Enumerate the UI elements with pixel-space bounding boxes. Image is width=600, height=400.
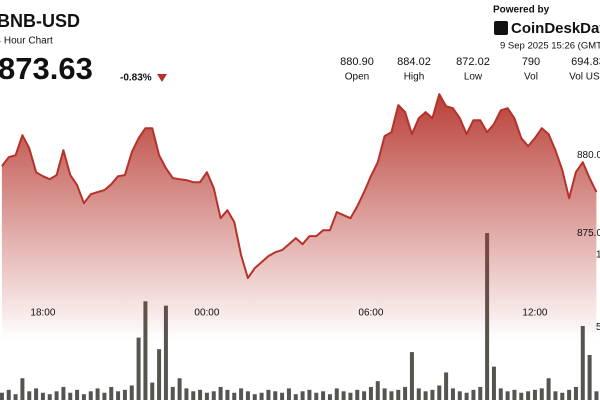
x-tick-label: 06:00 — [358, 308, 383, 319]
brand-icon — [494, 21, 508, 35]
title: BNB-USD — [0, 11, 80, 31]
price-line — [1, 93, 598, 280]
x-tick-label: 12:00 — [522, 308, 547, 319]
stat-value: 694.83 — [571, 56, 600, 68]
stat-label: Vol — [524, 72, 538, 83]
stat-value: 884.02 — [397, 56, 431, 68]
stat-label: Vol USD — [569, 72, 600, 83]
stat-value: 880.90 — [340, 56, 374, 68]
x-tick-label: 18:00 — [30, 308, 55, 319]
change: -0.83% — [120, 73, 152, 84]
volume-tick-label: 10 — [596, 249, 600, 260]
stat-label: Open — [345, 72, 369, 83]
brand: CoinDeskData — [511, 20, 600, 37]
powered-by: Powered by — [493, 5, 550, 16]
y-tick-label: 875.00 — [577, 228, 600, 239]
area-fill — [1, 94, 597, 400]
stat-label: Low — [464, 72, 483, 83]
timestamp: 9 Sep 2025 15:26 (GMT) — [500, 41, 600, 52]
down-arrow — [157, 74, 167, 82]
plot-area — [0, 93, 599, 400]
stat-value: 790 — [522, 56, 540, 68]
stat-value: 872.02 — [456, 56, 490, 68]
volume-tick-label: 5 — [596, 322, 600, 333]
price: 873.63 — [0, 51, 93, 86]
y-tick-label: 880.00 — [577, 150, 600, 161]
x-tick-label: 00:00 — [194, 308, 219, 319]
subtitle: 24 Hour Chart — [0, 36, 53, 47]
stat-label: High — [404, 72, 425, 83]
volume-bar — [594, 391, 599, 400]
stats: 880.90 Open 884.02 High 872.02 Low 790 Vol 694.8… — [340, 56, 600, 83]
